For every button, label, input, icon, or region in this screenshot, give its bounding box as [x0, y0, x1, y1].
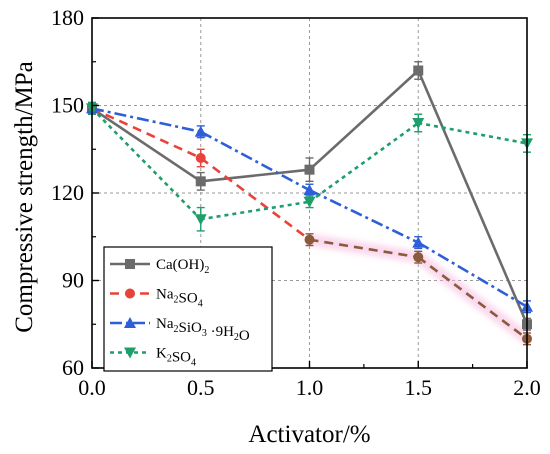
- legend-label: K2SO4: [156, 346, 196, 369]
- data-point: [413, 252, 424, 263]
- data-point: [195, 153, 206, 163]
- series-k2so4: [86, 101, 533, 232]
- y-tick-label: 90: [62, 268, 84, 293]
- series-line-segment: [417, 69, 529, 325]
- series-line-segment: [308, 188, 419, 244]
- legend-swatch-marker: [124, 317, 136, 328]
- series-line-segment: [199, 156, 311, 241]
- series-line-segment: [417, 256, 528, 340]
- x-tick-label: 0.0: [78, 375, 106, 400]
- series-line-segment: [91, 107, 202, 134]
- series-line-segment: [308, 121, 420, 203]
- series-line-segment: [308, 69, 420, 171]
- legend-label: Na2SiO3 ·9H2O: [156, 316, 250, 344]
- legend-label: Ca(OH)2: [156, 257, 209, 276]
- data-point: [303, 184, 316, 196]
- data-point: [194, 125, 207, 137]
- y-tick-label: 60: [62, 355, 84, 380]
- y-tick-label: 150: [51, 93, 84, 118]
- data-point: [304, 164, 315, 175]
- series-line-segment: [91, 107, 202, 221]
- data-point: [304, 234, 315, 245]
- y-axis-title: Compressive strength/MPa: [11, 61, 38, 333]
- series-line-segment: [417, 241, 528, 308]
- data-point: [412, 236, 425, 248]
- series-line-segment: [200, 130, 311, 192]
- series-line-segment: [91, 107, 202, 160]
- data-point: [412, 118, 425, 129]
- legend-swatch-marker: [125, 288, 135, 299]
- data-point: [303, 196, 316, 208]
- x-tick-label: 1.5: [405, 375, 433, 400]
- data-point: [194, 214, 207, 226]
- y-tick-label: 180: [51, 5, 84, 30]
- ticks: 0.0 0.5 1.0 1.5 2.0 60 90 120 150 180: [51, 5, 541, 400]
- x-tick-label: 1.0: [296, 375, 324, 400]
- series-line-segment: [418, 121, 528, 145]
- x-axis-title: Activator/%: [248, 421, 370, 448]
- series-line-segment: [200, 168, 310, 183]
- legend-label: Na2SO4: [156, 287, 203, 310]
- data-point: [413, 65, 424, 76]
- y-tick-label: 120: [51, 180, 84, 205]
- series-line-segment: [200, 200, 310, 221]
- legend-swatch-marker: [125, 259, 135, 269]
- x-tick-label: 0.5: [187, 375, 215, 400]
- series-line-segment: [91, 107, 202, 183]
- series-line-segment: [309, 238, 419, 259]
- data-point: [195, 176, 206, 187]
- legend-swatch-marker: [124, 347, 136, 359]
- x-tick-label: 2.0: [513, 375, 541, 400]
